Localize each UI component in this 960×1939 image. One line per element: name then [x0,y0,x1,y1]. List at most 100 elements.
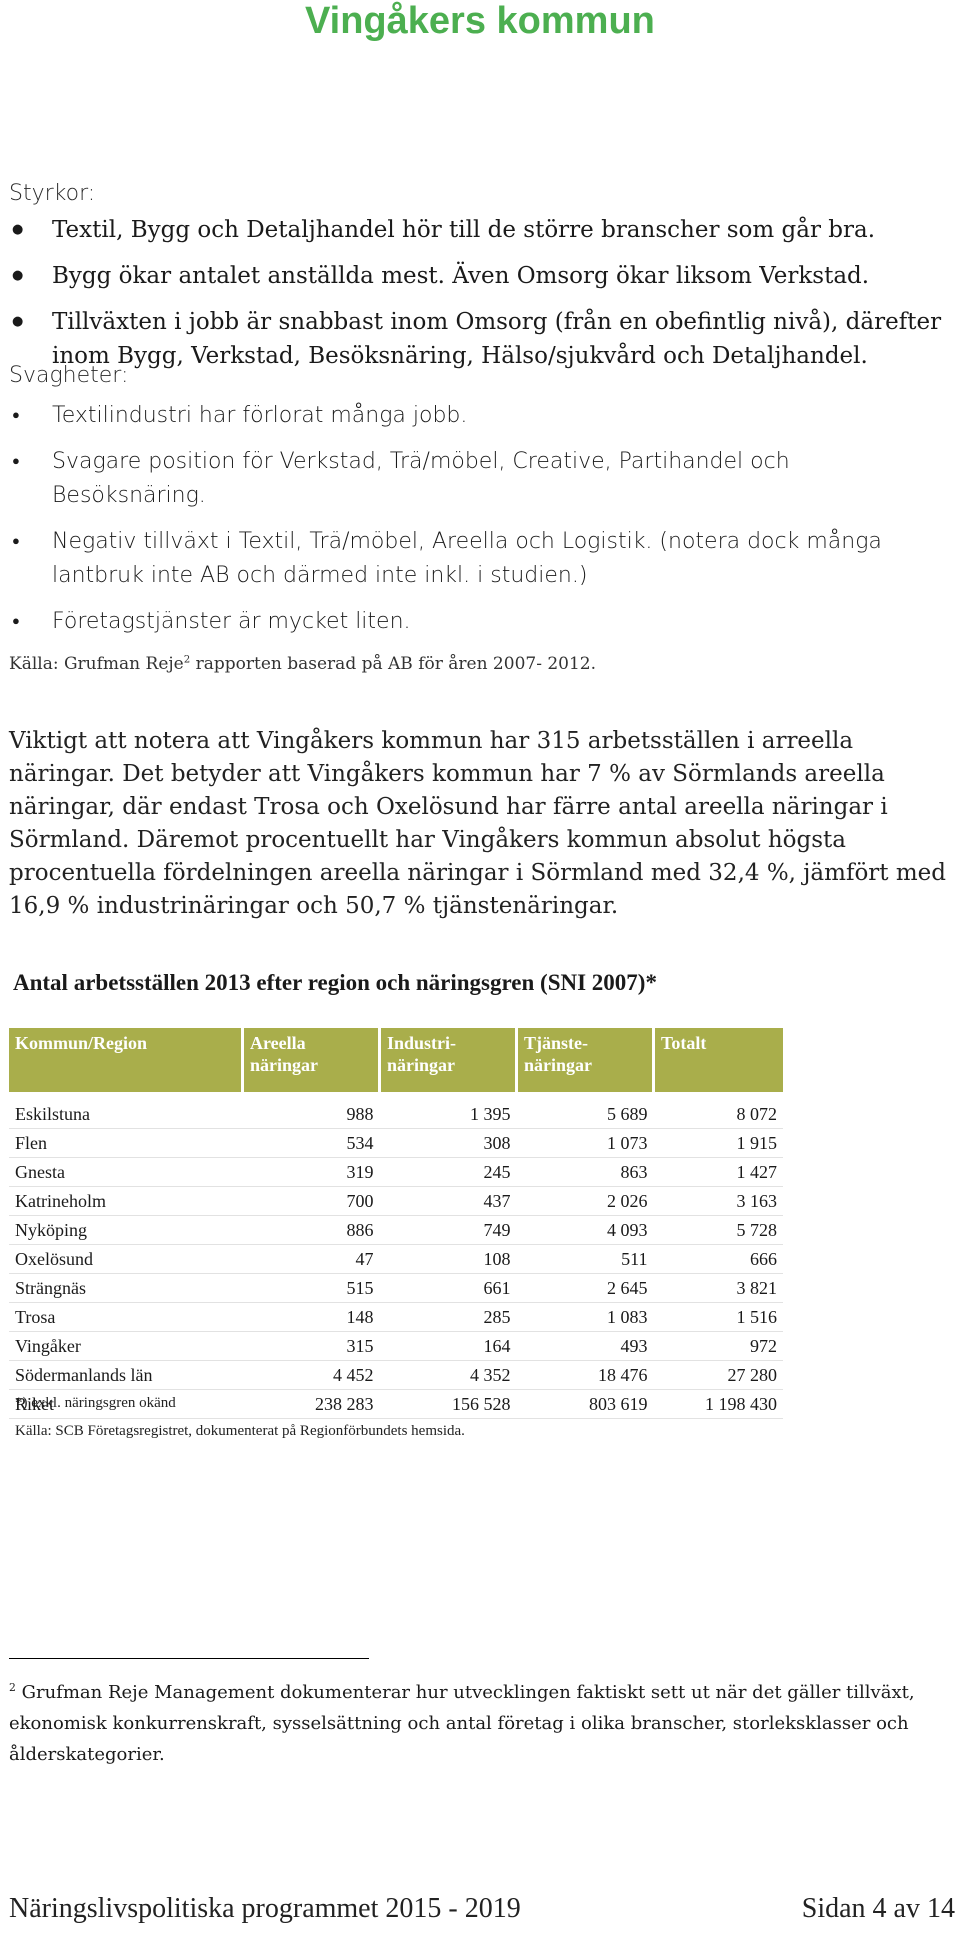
table-row: Flen 534 308 1 073 1 915 [9,1128,783,1158]
column-header: Areella näringar [242,1028,381,1092]
region-cell: Katrineholm [9,1186,243,1216]
value-cell: 148 [242,1302,380,1332]
value-cell: 308 [379,1128,517,1158]
value-cell: 315 [242,1331,380,1361]
value-cell: 245 [379,1157,517,1187]
table-row: Oxelösund 47 108 511 666 [9,1244,783,1274]
value-cell: 2 645 [516,1273,654,1303]
column-header-line: näringar [250,1055,319,1075]
weaknesses-heading: Svagheter: [9,363,129,388]
value-cell: 4 452 [242,1360,380,1390]
value-cell: 18 476 [516,1360,654,1390]
column-header: Kommun/Region [9,1028,244,1092]
body-paragraph: Viktigt att notera att Vingåkers kommun … [9,728,947,919]
column-header-line: Tjänste- [524,1033,588,1053]
list-item: Bygg ökar antalet anställda mest. Även O… [0,259,950,293]
table-title: Antal arbetsställen 2013 efter region oc… [13,970,657,995]
value-cell: 1 073 [516,1128,654,1158]
value-cell: 700 [242,1186,380,1216]
value-cell: 493 [516,1331,654,1361]
value-cell: 3 821 [653,1273,783,1303]
value-cell: 8 072 [653,1100,783,1129]
footnote-ref: 2 [183,654,191,666]
value-cell: 863 [516,1157,654,1187]
table-row: Vingåker 315 164 493 972 [9,1331,783,1361]
list-item: Svagare position för Verkstad, Trä/möbel… [0,445,950,513]
value-cell: 661 [379,1273,517,1303]
region-cell: Eskilstuna [9,1100,243,1129]
table-body: Eskilstuna 988 1 395 5 689 8 072 Flen 534 308 1 … [9,1092,783,1419]
region-cell: Gnesta [9,1157,243,1187]
value-cell: 534 [242,1128,380,1158]
value-cell: 2 026 [516,1186,654,1216]
value-cell: 803 619 [516,1389,654,1419]
column-header-line: Kommun/Region [15,1033,148,1053]
footer-document-title: Näringslivspolitiska programmet 2015 - 2… [9,1893,521,1924]
footnote-text: Grufman Reje Management dokumenterar hur… [9,1682,915,1765]
value-cell: 511 [516,1244,654,1274]
column-header-line: Industri- [387,1033,457,1053]
strengths-heading: Styrkor: [9,181,96,206]
column-header-line: näringar [387,1055,456,1075]
value-cell: 164 [379,1331,517,1361]
table-row: Nyköping 886 749 4 093 5 728 [9,1215,783,1245]
table-header-row: Kommun/Region Areella näringar Industri-n… [9,1028,783,1092]
value-cell: 5 689 [516,1100,654,1129]
value-cell: 108 [379,1244,517,1274]
value-cell: 156 528 [379,1389,517,1419]
footnote-divider [9,1658,369,1659]
column-header-line: Areella [250,1033,306,1053]
table-spacer-cell [9,1092,783,1100]
value-cell: 1 427 [653,1157,783,1187]
table-row: Strängnäs 515 661 2 645 3 821 [9,1273,783,1303]
table-spacer [9,1092,783,1100]
value-cell: 988 [242,1100,380,1129]
table-row: Eskilstuna 988 1 395 5 689 8 072 [9,1100,783,1129]
column-header-line: näringar [524,1055,593,1075]
value-cell: 1 198 430 [653,1389,783,1419]
region-cell: Riket [9,1389,243,1419]
region-cell: Södermanlands län [9,1360,243,1390]
footnote-number: 2 [9,1681,16,1694]
region-cell: Flen [9,1128,243,1158]
table-row: Riket 238 283 156 528 803 619 1 198 430 [9,1389,783,1419]
list-item: Textil, Bygg och Detaljhandel hör till d… [0,213,950,247]
table-row: Katrineholm 700 437 2 026 3 163 [9,1186,783,1216]
source-note-text: Källa: Grufman Reje [9,654,184,674]
value-cell: 1 083 [516,1302,654,1332]
region-cell: Vingåker [9,1331,243,1361]
value-cell: 319 [242,1157,380,1187]
source-note: Källa: Grufman Reje2 rapporten baserad p… [9,654,596,674]
region-cell: Nyköping [9,1215,243,1245]
value-cell: 437 [379,1186,517,1216]
value-cell: 972 [653,1331,783,1361]
value-cell: 3 163 [653,1186,783,1216]
footnote: 2 Grufman Reje Management dokumenterar h… [9,1672,954,1770]
list-item: Företagstjänster är mycket liten. [0,605,950,639]
value-cell: 4 352 [379,1360,517,1390]
table-note: *) exkl. näringsgren okänd [15,1395,176,1411]
footer-page-number: Sidan 4 av 14 [801,1893,955,1924]
page-footer: Näringslivspolitiska programmet 2015 - 2… [9,1893,955,1925]
region-cell: Strängnäs [9,1273,243,1303]
list-item: Negativ tillväxt i Textil, Trä/möbel, Ar… [0,525,950,593]
value-cell: 1 915 [653,1128,783,1158]
table-source: Källa: SCB Företagsregistret, dokumenter… [15,1423,465,1439]
table-row: Södermanlands län 4 452 4 352 18 476 27 280 [9,1360,783,1390]
value-cell: 238 283 [242,1389,380,1419]
value-cell: 1 516 [653,1302,783,1332]
value-cell: 4 093 [516,1215,654,1245]
data-table: Kommun/Region Areella näringar Industri-n… [9,1028,783,1419]
value-cell: 27 280 [653,1360,783,1390]
table-row: Gnesta 319 245 863 1 427 [9,1157,783,1187]
value-cell: 5 728 [653,1215,783,1245]
value-cell: 515 [242,1273,380,1303]
table-row: Trosa 148 285 1 083 1 516 [9,1302,783,1332]
strengths-list: Textil, Bygg och Detaljhandel hör till d… [0,213,950,385]
value-cell: 666 [653,1244,783,1274]
column-header: Industri-näringar [379,1028,518,1092]
column-header: Tjänste-näringar [516,1028,655,1092]
region-cell: Oxelösund [9,1244,243,1274]
list-item: Tillväxten i jobb är snabbast inom Omsor… [0,305,950,373]
value-cell: 47 [242,1244,380,1274]
